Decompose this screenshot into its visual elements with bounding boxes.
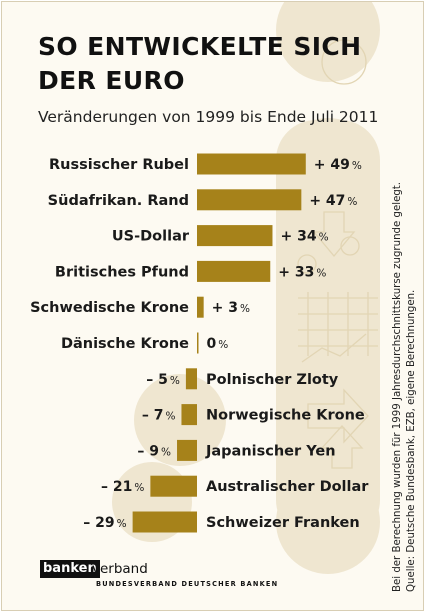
bar-2 bbox=[197, 225, 273, 247]
bar-6 bbox=[185, 368, 197, 390]
bar-3 bbox=[197, 260, 271, 282]
category-label-3: Britisches Pfund bbox=[55, 264, 189, 280]
bar-8 bbox=[177, 439, 197, 461]
bar-1 bbox=[197, 189, 302, 211]
category-label-10: Schweizer Franken bbox=[206, 515, 360, 531]
source-note: Bei der Berechnung wurden für 1999 Jahre… bbox=[391, 172, 419, 592]
category-label-9: Australischer Dollar bbox=[206, 479, 369, 495]
value-label-8: – 9% bbox=[137, 443, 171, 459]
bar-0 bbox=[197, 153, 306, 175]
source-note-line1: Bei der Berechnung wurden für 1999 Jahre… bbox=[392, 181, 403, 592]
bar-10 bbox=[132, 511, 197, 533]
value-label-9: – 21% bbox=[101, 479, 144, 495]
value-label-6: – 5% bbox=[146, 372, 180, 388]
value-label-1: + 47% bbox=[309, 193, 357, 209]
logo-box-text: banken bbox=[40, 560, 100, 578]
category-label-1: Südafrikan. Rand bbox=[48, 193, 189, 209]
value-label-0: + 49% bbox=[314, 157, 362, 173]
category-label-7: Norwegische Krone bbox=[206, 408, 365, 424]
chart-subtitle: Veränderungen von 1999 bis Ende Juli 201… bbox=[38, 108, 379, 126]
value-label-2: + 34% bbox=[280, 229, 328, 245]
value-label-3: + 33% bbox=[278, 264, 326, 280]
bar-7 bbox=[181, 404, 197, 426]
value-label-10: – 29% bbox=[83, 515, 126, 531]
category-label-2: US-Dollar bbox=[112, 229, 190, 245]
value-label-7: – 7% bbox=[142, 408, 176, 424]
category-label-0: Russischer Rubel bbox=[49, 157, 189, 173]
category-label-6: Polnischer Zloty bbox=[206, 372, 339, 388]
bar-5 bbox=[197, 332, 199, 354]
logo-subtitle: BUNDESVERBAND DEUTSCHER BANKEN bbox=[96, 580, 279, 588]
bar-9 bbox=[150, 475, 197, 497]
logo-rest-text: verband bbox=[92, 561, 148, 577]
source-note-line2: Quelle: Deutsche Bundesbank, EZB, eigene… bbox=[406, 289, 417, 592]
category-label-8: Japanischer Yen bbox=[205, 443, 336, 459]
chart-title-line2: DER EURO bbox=[38, 66, 185, 95]
bar-4 bbox=[197, 296, 204, 318]
value-label-4: + 3% bbox=[212, 300, 250, 316]
category-label-4: Schwedische Krone bbox=[30, 300, 189, 316]
chart-title-line1: SO ENTWICKELTE SICH bbox=[38, 32, 362, 61]
value-label-5: 0% bbox=[207, 336, 229, 352]
category-label-5: Dänische Krone bbox=[61, 336, 189, 352]
